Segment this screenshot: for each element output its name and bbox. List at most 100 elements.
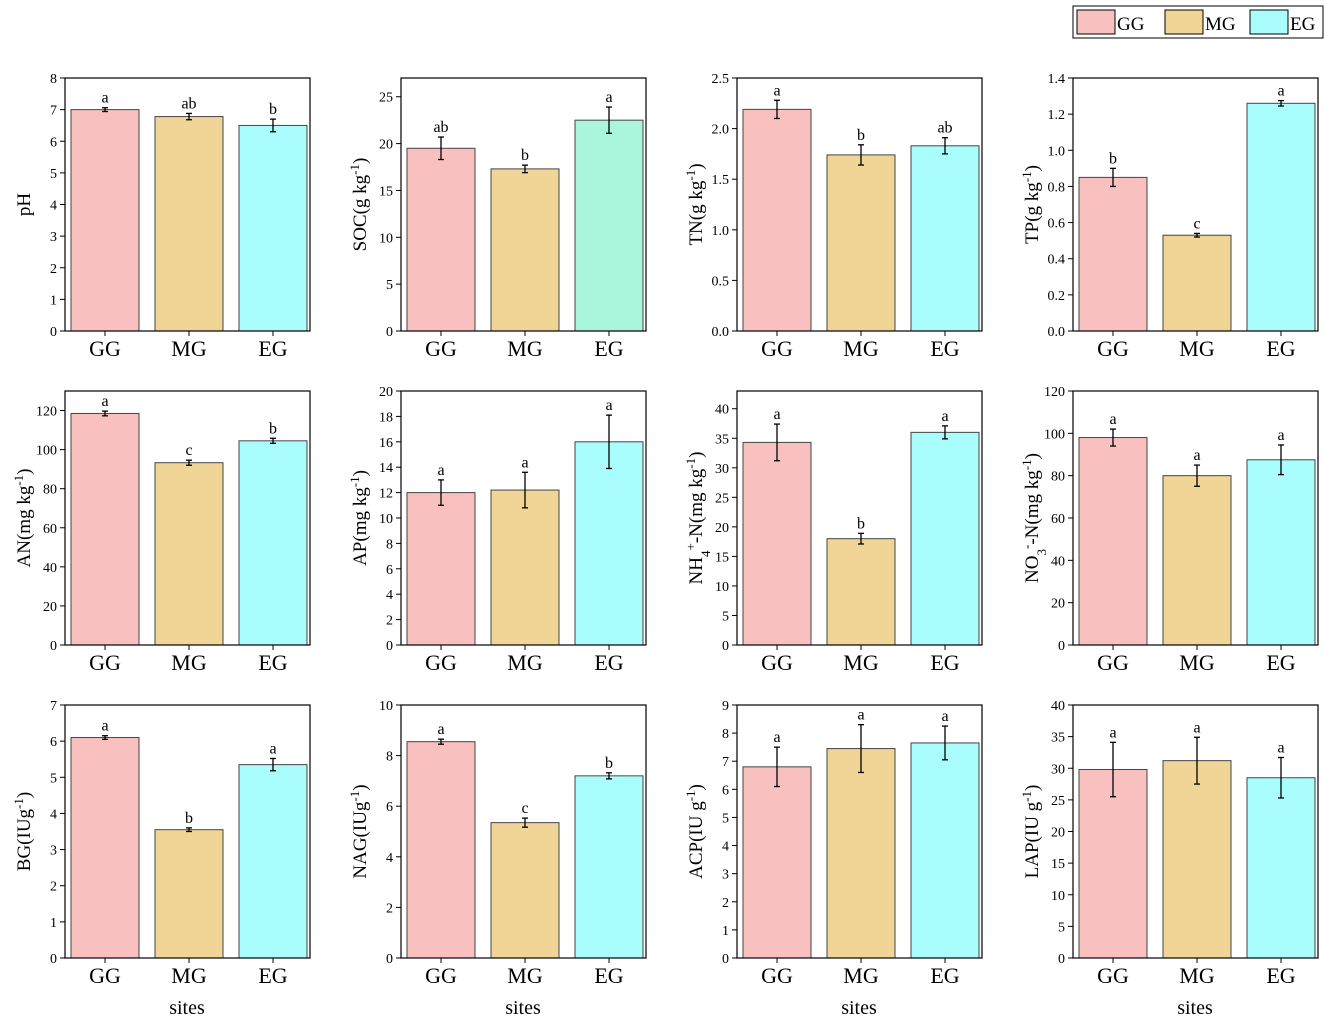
y-tick-label: 20 — [379, 385, 393, 400]
y-axis-title-superscript: + — [683, 543, 698, 550]
y-tick-label: 2 — [386, 901, 393, 916]
y-tick-label: 6 — [50, 135, 57, 150]
y-axis-title: TN(g kg-1) — [683, 163, 708, 245]
category-label: GG — [761, 336, 793, 361]
category-label: MG — [1179, 650, 1215, 675]
y-axis-title-text: AN(mg kg — [14, 485, 35, 567]
y-tick-label: 15 — [715, 550, 729, 565]
bar-mg — [826, 538, 896, 646]
y-tick-label: 80 — [43, 483, 57, 498]
y-axis-title: AN(mg kg-1) — [11, 469, 36, 568]
panel-5: a GG c MG b EG 0 20 40 60 80 100 120 AN(mg kg-1) — [11, 390, 311, 675]
y-tick-label: 1.0 — [1048, 144, 1066, 159]
y-tick-label: 120 — [36, 405, 57, 420]
bar-eg — [238, 124, 308, 332]
panel-10: a GG c MG b EG 0 2 4 6 8 10 NAG(IUg-1) sites — [347, 699, 647, 1019]
y-tick-label: 40 — [1051, 699, 1065, 714]
bar-gg — [406, 741, 476, 959]
plot-frame — [736, 77, 983, 332]
y-tick-label: 10 — [379, 512, 393, 527]
significance-letter: a — [101, 393, 108, 410]
significance-letter: a — [1193, 447, 1200, 464]
y-axis-title: TP(g kg-1) — [1019, 165, 1044, 244]
bar-eg — [1246, 459, 1316, 646]
chart-panels: aGGabMGbEG012345678pHabGGbMGaEG051015202… — [11, 72, 1319, 1019]
significance-letter: a — [1277, 739, 1284, 756]
y-tick-label: 18 — [379, 410, 393, 425]
y-tick-label: 40 — [1051, 554, 1065, 569]
category-label: MG — [1179, 336, 1215, 361]
significance-letter: a — [101, 718, 108, 735]
significance-letter: b — [269, 101, 277, 118]
y-axis-title: NH4+-N(mg kg-1) — [683, 452, 713, 585]
y-tick-label: 7 — [50, 104, 57, 119]
y-axis-title-text: ) — [14, 792, 35, 798]
y-tick-label: 2 — [50, 880, 57, 895]
y-axis-title-superscript: -1 — [347, 476, 362, 487]
y-axis-title-superscript: -1 — [1019, 459, 1034, 470]
y-tick-label: 20 — [1051, 597, 1065, 612]
y-axis-title: LAP(IU g-1) — [1019, 785, 1044, 879]
category-label: EG — [258, 963, 287, 988]
bar-mg — [490, 168, 560, 332]
y-axis-title-superscript: -1 — [683, 170, 698, 181]
y-tick-label: 0 — [1058, 952, 1065, 967]
y-axis-title-superscript: -1 — [11, 475, 26, 486]
y-axis-title: ACP(IU g-1) — [683, 784, 708, 879]
y-tick-label: 0.5 — [712, 274, 730, 289]
y-axis-title-text: TP(g kg — [1022, 182, 1043, 244]
significance-letter: a — [1109, 724, 1116, 741]
legend: GG MG EG — [1072, 5, 1324, 39]
y-axis-title-superscript: -1 — [1019, 171, 1034, 182]
y-tick-label: 0 — [722, 639, 729, 654]
y-tick-label: 30 — [1051, 762, 1065, 777]
y-axis-title-superscript: -1 — [1019, 791, 1034, 802]
y-tick-label: 10 — [379, 231, 393, 246]
y-axis-title-text: ) — [1022, 453, 1043, 459]
y-axis-title-text: NAG(IUg — [350, 801, 371, 879]
panel-6: a GG a MG a EG 0 2 4 6 8 10 12 14 16 18 20 AP(mg kg-1) — [347, 385, 647, 675]
y-tick-label: 9 — [722, 699, 729, 714]
bar-eg — [574, 441, 644, 646]
y-tick-label: 60 — [43, 522, 57, 537]
y-axis-title-text: LAP(IU g — [1022, 801, 1043, 878]
legend-swatch-gg — [1076, 9, 1116, 35]
bar-mg — [1162, 234, 1232, 332]
bar-gg — [1078, 176, 1148, 332]
significance-letter: ab — [181, 95, 196, 112]
panel-3: a GG b MG ab EG 0.0 0.5 1.0 1.5 2.0 2.5 TN(g kg-1) — [683, 72, 983, 361]
bar-gg — [742, 441, 812, 646]
category-label: MG — [1179, 963, 1215, 988]
bar-gg — [70, 412, 140, 646]
panel-7: a GG b MG a EG 0 5 10 15 20 25 30 35 40 NH4+-N(mg kg-1) — [683, 390, 983, 675]
y-tick-label: 3 — [722, 868, 729, 883]
legend-swatch-eg — [1249, 9, 1289, 35]
significance-letter: a — [437, 462, 444, 479]
significance-letter: a — [773, 729, 780, 746]
y-tick-label: 15 — [1051, 857, 1065, 872]
y-tick-label: 1.4 — [1048, 72, 1066, 87]
category-label: EG — [1266, 650, 1295, 675]
significance-letter: b — [269, 420, 277, 437]
y-axis-title-text: NH — [686, 557, 707, 585]
plot-frame — [400, 77, 647, 332]
bar-mg — [490, 822, 560, 959]
category-label: GG — [1097, 336, 1129, 361]
y-tick-label: 0 — [386, 639, 393, 654]
category-label: GG — [425, 650, 457, 675]
y-tick-label: 5 — [722, 609, 729, 624]
bar-gg — [742, 108, 812, 332]
panel-4: b GG c MG a EG 0.0 0.2 0.4 0.6 0.8 1.0 1.2 1.4 TP(g kg… — [1019, 72, 1319, 361]
y-tick-label: 80 — [1051, 470, 1065, 485]
y-tick-label: 0 — [50, 952, 57, 967]
category-label: GG — [89, 650, 121, 675]
y-tick-label: 25 — [715, 491, 729, 506]
significance-letter: ab — [937, 120, 952, 137]
category-label: GG — [1097, 963, 1129, 988]
significance-letter: a — [941, 708, 948, 725]
y-tick-label: 8 — [722, 727, 729, 742]
y-tick-label: 4 — [50, 807, 57, 822]
category-label: MG — [507, 963, 543, 988]
significance-letter: a — [437, 721, 444, 738]
category-label: EG — [1266, 963, 1295, 988]
